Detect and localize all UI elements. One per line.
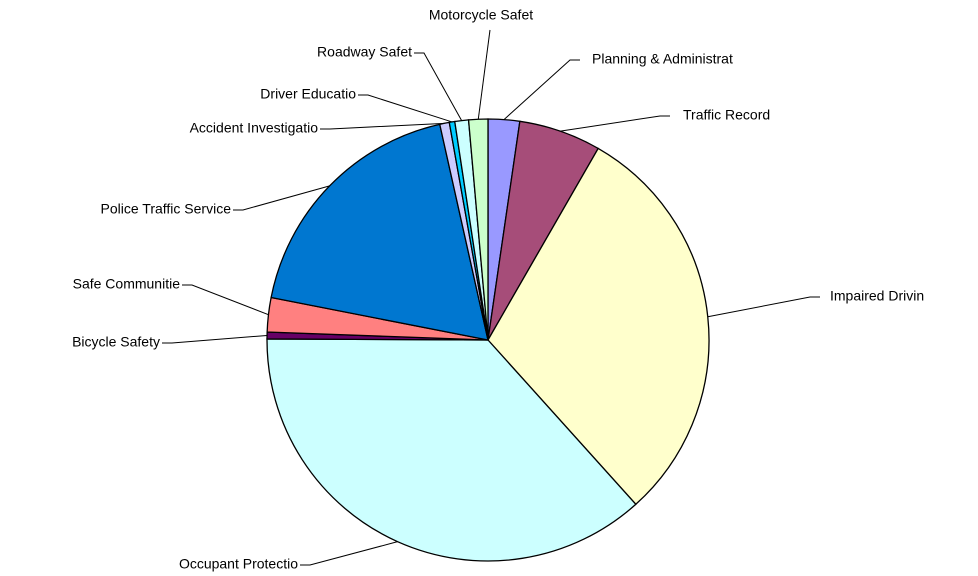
leader-line xyxy=(182,284,269,316)
slice-label: Roadway Safet xyxy=(317,44,412,60)
slice-label: Impaired Drivin xyxy=(830,288,924,304)
leader-line xyxy=(414,52,463,121)
leader-line xyxy=(560,115,670,132)
slice-label: Driver Educatio xyxy=(260,86,356,102)
leader-line xyxy=(358,94,453,123)
leader-line xyxy=(707,296,820,318)
leader-line xyxy=(162,334,268,344)
leader-line xyxy=(233,185,330,211)
slice-label: Bicycle Safety xyxy=(72,334,160,350)
pie-slice xyxy=(487,147,710,506)
leader-line xyxy=(477,29,491,120)
pie-slice xyxy=(270,123,489,341)
pie-slice xyxy=(266,338,637,562)
slice-label: Traffic Record xyxy=(683,107,770,123)
slice-label: Police Traffic Service xyxy=(101,201,232,217)
slice-label: Accident Investigatio xyxy=(190,120,319,136)
slice-label: Safe Communitie xyxy=(73,276,181,292)
leader-line xyxy=(300,541,398,566)
leader-line xyxy=(320,122,445,130)
slice-label: Occupant Protectio xyxy=(179,556,298,572)
slice-label: Motorcycle Safet xyxy=(429,7,533,23)
slice-label: Planning & Administrat xyxy=(592,51,733,67)
leader-line xyxy=(503,59,580,120)
